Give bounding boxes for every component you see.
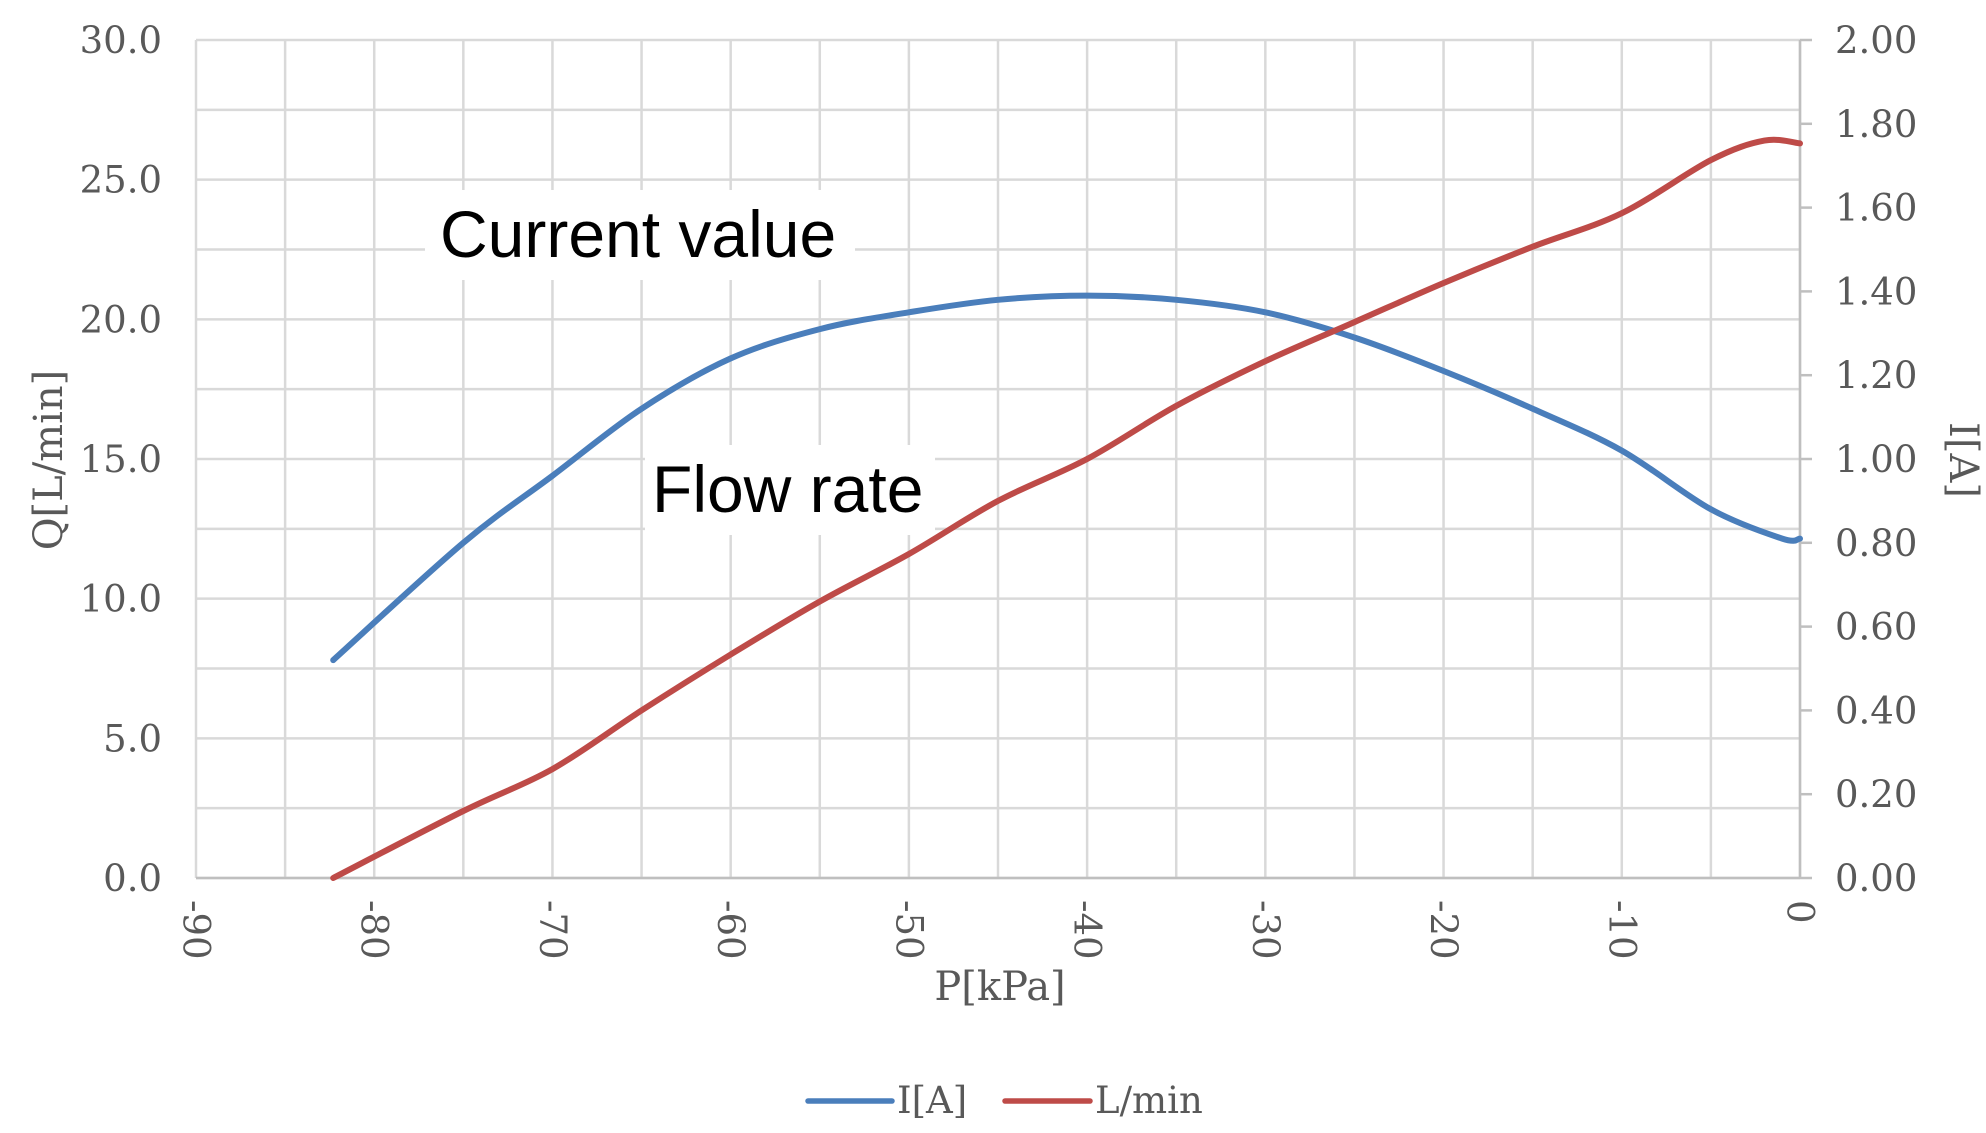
y-right-tick-label: 1.60 <box>1835 187 1917 230</box>
y-left-tick-label: 10.0 <box>80 578 162 621</box>
grid <box>194 38 1802 880</box>
legend: I[A] L/min <box>805 1079 1203 1122</box>
y-left-tick-label: 20.0 <box>80 298 162 341</box>
annotation-flow-rate: Flow rate <box>652 452 923 526</box>
y-left-tick-label: 25.0 <box>80 159 162 202</box>
legend-label-current: I[A] <box>897 1079 967 1122</box>
x-tick-label: 0 <box>1779 900 1822 924</box>
y-right-tick-label: 0.00 <box>1835 857 1917 900</box>
annotation-current-value-bg <box>425 190 855 280</box>
y-right-tick-label: 0.40 <box>1835 689 1917 732</box>
y-left-axis-title: Q[L/min] <box>26 370 72 551</box>
y-right-axis-title: I[A] <box>1940 422 1986 498</box>
series-line-flow <box>330 136 1803 881</box>
x-axis-title: P[kPa] <box>934 964 1065 1010</box>
y-right-tick-label: 1.40 <box>1835 270 1917 313</box>
annotation-flow-rate-bg <box>645 445 935 535</box>
series-line-current <box>330 292 1803 664</box>
y-left-tick-labels: 0.0 5.0 10.0 15.0 20.0 25.0 30.0 <box>80 19 162 900</box>
legend-label-flow: L/min <box>1095 1079 1203 1122</box>
y-right-tick-label: 0.20 <box>1835 773 1917 816</box>
annotation-current-value: Current value <box>440 197 836 271</box>
x-tick-label: -30 <box>1244 900 1287 960</box>
y-left-tick-label: 30.0 <box>80 19 162 62</box>
series-lines <box>330 136 1803 881</box>
x-tick-label: -60 <box>709 900 752 960</box>
y-right-tick-label: 2.00 <box>1835 19 1917 62</box>
x-tick-label: -20 <box>1422 900 1465 960</box>
y-right-tick-label: 0.60 <box>1835 606 1917 649</box>
y-left-tick-label: 0.0 <box>103 857 162 900</box>
y-right-tick-labels: 0.00 0.20 0.40 0.60 0.80 1.00 1.20 1.40 1.60 1.80… <box>1835 19 1917 900</box>
x-tick-labels: -90 -80 -70 -60 -50 -40 -30 -20 -10 0 <box>175 900 1822 960</box>
x-tick-label: -50 <box>887 900 930 960</box>
x-tick-label: -40 <box>1066 900 1109 960</box>
y-right-tick-label: 1.00 <box>1835 438 1917 481</box>
x-tick-label: -80 <box>353 900 396 960</box>
y-right-tick-label: 1.20 <box>1835 354 1917 397</box>
y-right-tick-label: 0.80 <box>1835 522 1917 565</box>
y-left-tick-label: 5.0 <box>103 717 162 760</box>
x-tick-label: -90 <box>175 900 218 960</box>
x-tick-label: -70 <box>531 900 574 960</box>
axes <box>196 38 1812 880</box>
y-left-tick-label: 15.0 <box>80 438 162 481</box>
y-right-tick-label: 1.80 <box>1835 103 1917 146</box>
x-tick-label: -10 <box>1600 900 1643 960</box>
